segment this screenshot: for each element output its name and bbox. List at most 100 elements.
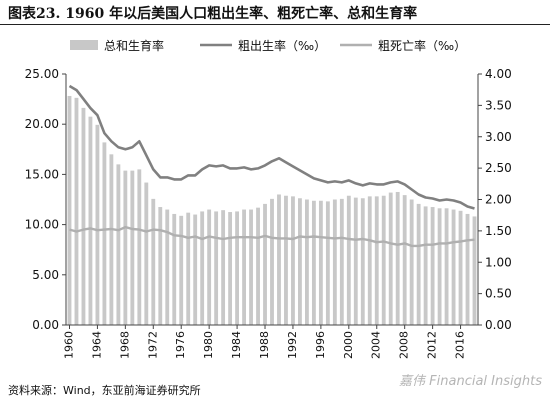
bar-fertility-rate [353, 197, 358, 325]
bar-fertility-rate [242, 209, 246, 325]
bar-fertility-rate [284, 195, 288, 325]
figure-title: 图表23. 1960 年以后美国人口粗出生率、粗死亡率、总和生育率 [8, 6, 418, 22]
bar-fertility-rate [165, 209, 170, 325]
legend-label: 总和生育率 [104, 38, 164, 53]
bar-fertility-rate [360, 198, 365, 325]
x-axis-tick-label: 1984 [230, 331, 243, 359]
bar-fertility-rate [304, 199, 309, 325]
bar-fertility-rate [179, 215, 184, 325]
x-axis-tick-label: 1996 [314, 331, 327, 359]
bar-fertility-rate [409, 199, 414, 325]
bar-fertility-rate [346, 195, 351, 325]
bar-fertility-rate [193, 214, 198, 325]
bar-fertility-rate [228, 212, 233, 325]
bar-fertility-rate [95, 124, 100, 325]
bar-fertility-rate [200, 211, 205, 325]
bar-fertility-rate [81, 107, 86, 325]
bar-fertility-rate [116, 164, 121, 325]
bar-fertility-rate [325, 201, 330, 325]
legend-label: 粗死亡率（‰） [378, 38, 466, 53]
bar-fertility-rate [130, 170, 135, 325]
bar-fertility-rate [444, 208, 449, 325]
bar-fertility-rate [249, 209, 253, 325]
source-note: 资料来源：Wind，东亚前海证券研究所 [8, 384, 201, 397]
line-death-rate [69, 225, 475, 248]
figure-title-bar: 图表23. 1960 年以后美国人口粗出生率、粗死亡率、总和生育率 [0, 0, 550, 25]
left-axis-tick-label: 5.00 [32, 268, 59, 282]
bar-fertility-rate [186, 212, 191, 325]
left-axis-tick-label: 0.00 [32, 318, 59, 332]
bar-fertility-rate [423, 206, 428, 325]
bar-fertility-rate [270, 198, 274, 325]
bar-fertility-rate [311, 200, 316, 325]
line-birth-rate [68, 84, 475, 210]
bar-fertility-rate [451, 209, 456, 325]
bar-fertility-rate [416, 203, 421, 325]
bar-fertility-rate [221, 210, 226, 325]
bar-fertility-rate [214, 211, 219, 325]
x-axis-tick-label: 2012 [426, 331, 439, 359]
bar-fertility-rate [381, 195, 386, 325]
bar-fertility-rate [151, 198, 156, 325]
x-axis-tick-label: 1964 [90, 331, 103, 359]
right-axis-tick-label: 3.00 [485, 130, 512, 144]
bar-fertility-rate [67, 95, 72, 326]
bar-fertility-rate [207, 209, 212, 325]
right-axis-tick-label: 2.50 [485, 161, 512, 175]
x-axis-tick-label: 2016 [454, 331, 467, 359]
bar-fertility-rate [437, 208, 442, 325]
right-axis-tick-label: 1.50 [485, 224, 512, 238]
bar-fertility-rate [158, 207, 163, 325]
x-axis-tick-label: 2004 [370, 331, 383, 359]
left-axis-tick-label: 20.00 [25, 117, 59, 131]
left-axis-tick-label: 10.00 [25, 218, 59, 232]
x-axis-tick-label: 1976 [174, 331, 187, 359]
left-axis-tick-label: 25.00 [25, 67, 59, 81]
bar-fertility-rate [388, 192, 393, 325]
x-axis-tick-label: 1960 [62, 331, 75, 359]
bar-fertility-rate [402, 195, 407, 325]
bar-fertility-rate [465, 213, 470, 325]
bar-fertility-rate [339, 198, 344, 325]
right-axis-tick-label: 0.00 [485, 318, 512, 332]
x-axis-tick-label: 2000 [342, 331, 355, 359]
bar-fertility-rate [74, 97, 79, 325]
bar-fertility-rate [367, 196, 372, 325]
bar-fertility-rate [256, 207, 260, 325]
bar-fertility-rate [472, 216, 477, 325]
bar-fertility-rate [137, 169, 142, 325]
left-axis-tick-label: 15.00 [25, 167, 59, 181]
bar-fertility-rate [109, 154, 114, 325]
x-axis-tick-label: 1980 [202, 331, 215, 359]
x-axis-tick-label: 1992 [286, 331, 299, 359]
right-axis-tick-label: 0.50 [485, 287, 512, 301]
x-axis-tick-label: 1968 [118, 331, 131, 359]
bar-fertility-rate [172, 213, 177, 325]
bar-fertility-rate [144, 182, 149, 325]
bar-fertility-rate [123, 170, 128, 325]
bar-fertility-rate [395, 191, 400, 325]
right-axis-tick-label: 4.00 [485, 67, 512, 81]
watermark: 嘉伟 Financial Insights [399, 374, 542, 389]
bar-fertility-rate [332, 199, 337, 325]
legend-label: 粗出生率（‰） [238, 38, 326, 53]
bar-fertility-rate [263, 203, 267, 325]
bar-fertility-rate [374, 196, 379, 325]
x-axis-tick-label: 1972 [146, 331, 159, 359]
bar-fertility-rate [88, 116, 93, 325]
bar-fertility-rate [298, 198, 302, 325]
x-axis-tick-label: 1988 [258, 331, 271, 359]
x-axis-tick-label: 2008 [398, 331, 411, 359]
legend-swatch-fertility-rate [70, 40, 98, 50]
bar-fertility-rate [318, 200, 323, 325]
bar-fertility-rate [235, 211, 240, 325]
right-axis-tick-label: 2.00 [485, 193, 512, 207]
bar-fertility-rate [458, 210, 463, 325]
bar-fertility-rate [102, 142, 107, 325]
bar-fertility-rate [291, 196, 295, 325]
bar-fertility-rate [277, 194, 281, 325]
right-axis-tick-label: 3.50 [485, 98, 512, 112]
bar-fertility-rate [430, 207, 435, 325]
right-axis-tick-label: 1.00 [485, 255, 512, 269]
